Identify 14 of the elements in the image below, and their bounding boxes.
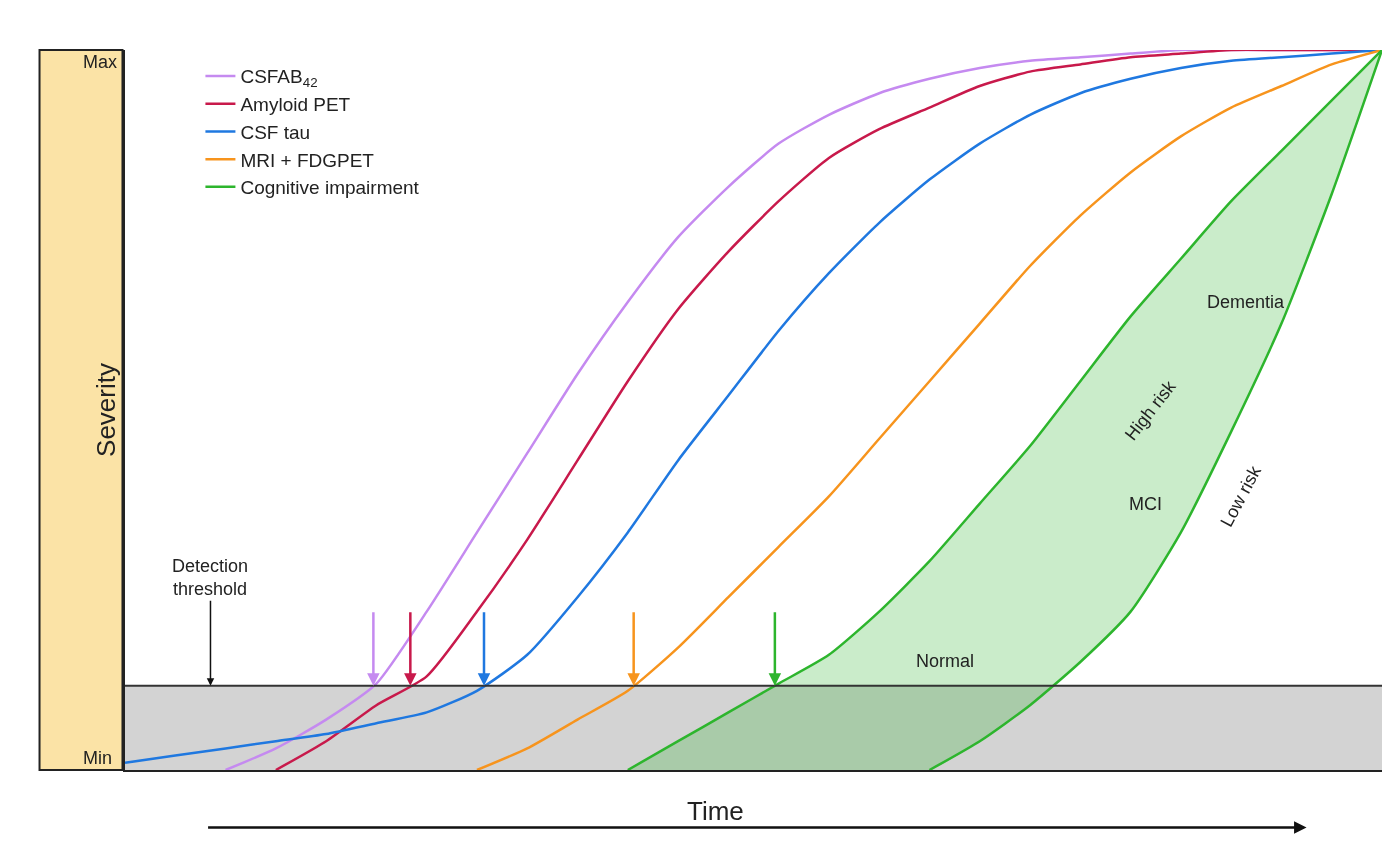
annotation: Normal <box>916 651 975 671</box>
text: Min <box>83 748 113 768</box>
legend-label: CSFAB$_{42}$ <box>240 66 318 91</box>
legend-label: Cognitive impairment <box>240 177 420 199</box>
text: Max <box>83 52 118 72</box>
annotation: Dementia <box>1207 292 1286 312</box>
annotation: MCI <box>1129 494 1162 514</box>
legend-label: CSF tau <box>240 121 311 143</box>
annotation: Detection threshold <box>172 556 249 600</box>
y-axis-title: Severity <box>90 363 121 457</box>
x-axis-title: Time <box>687 796 744 826</box>
annotation: Low risk <box>1216 461 1266 531</box>
legend-label: Amyloid PET <box>240 94 351 116</box>
legend-label: MRI + FDGPET <box>240 149 375 171</box>
